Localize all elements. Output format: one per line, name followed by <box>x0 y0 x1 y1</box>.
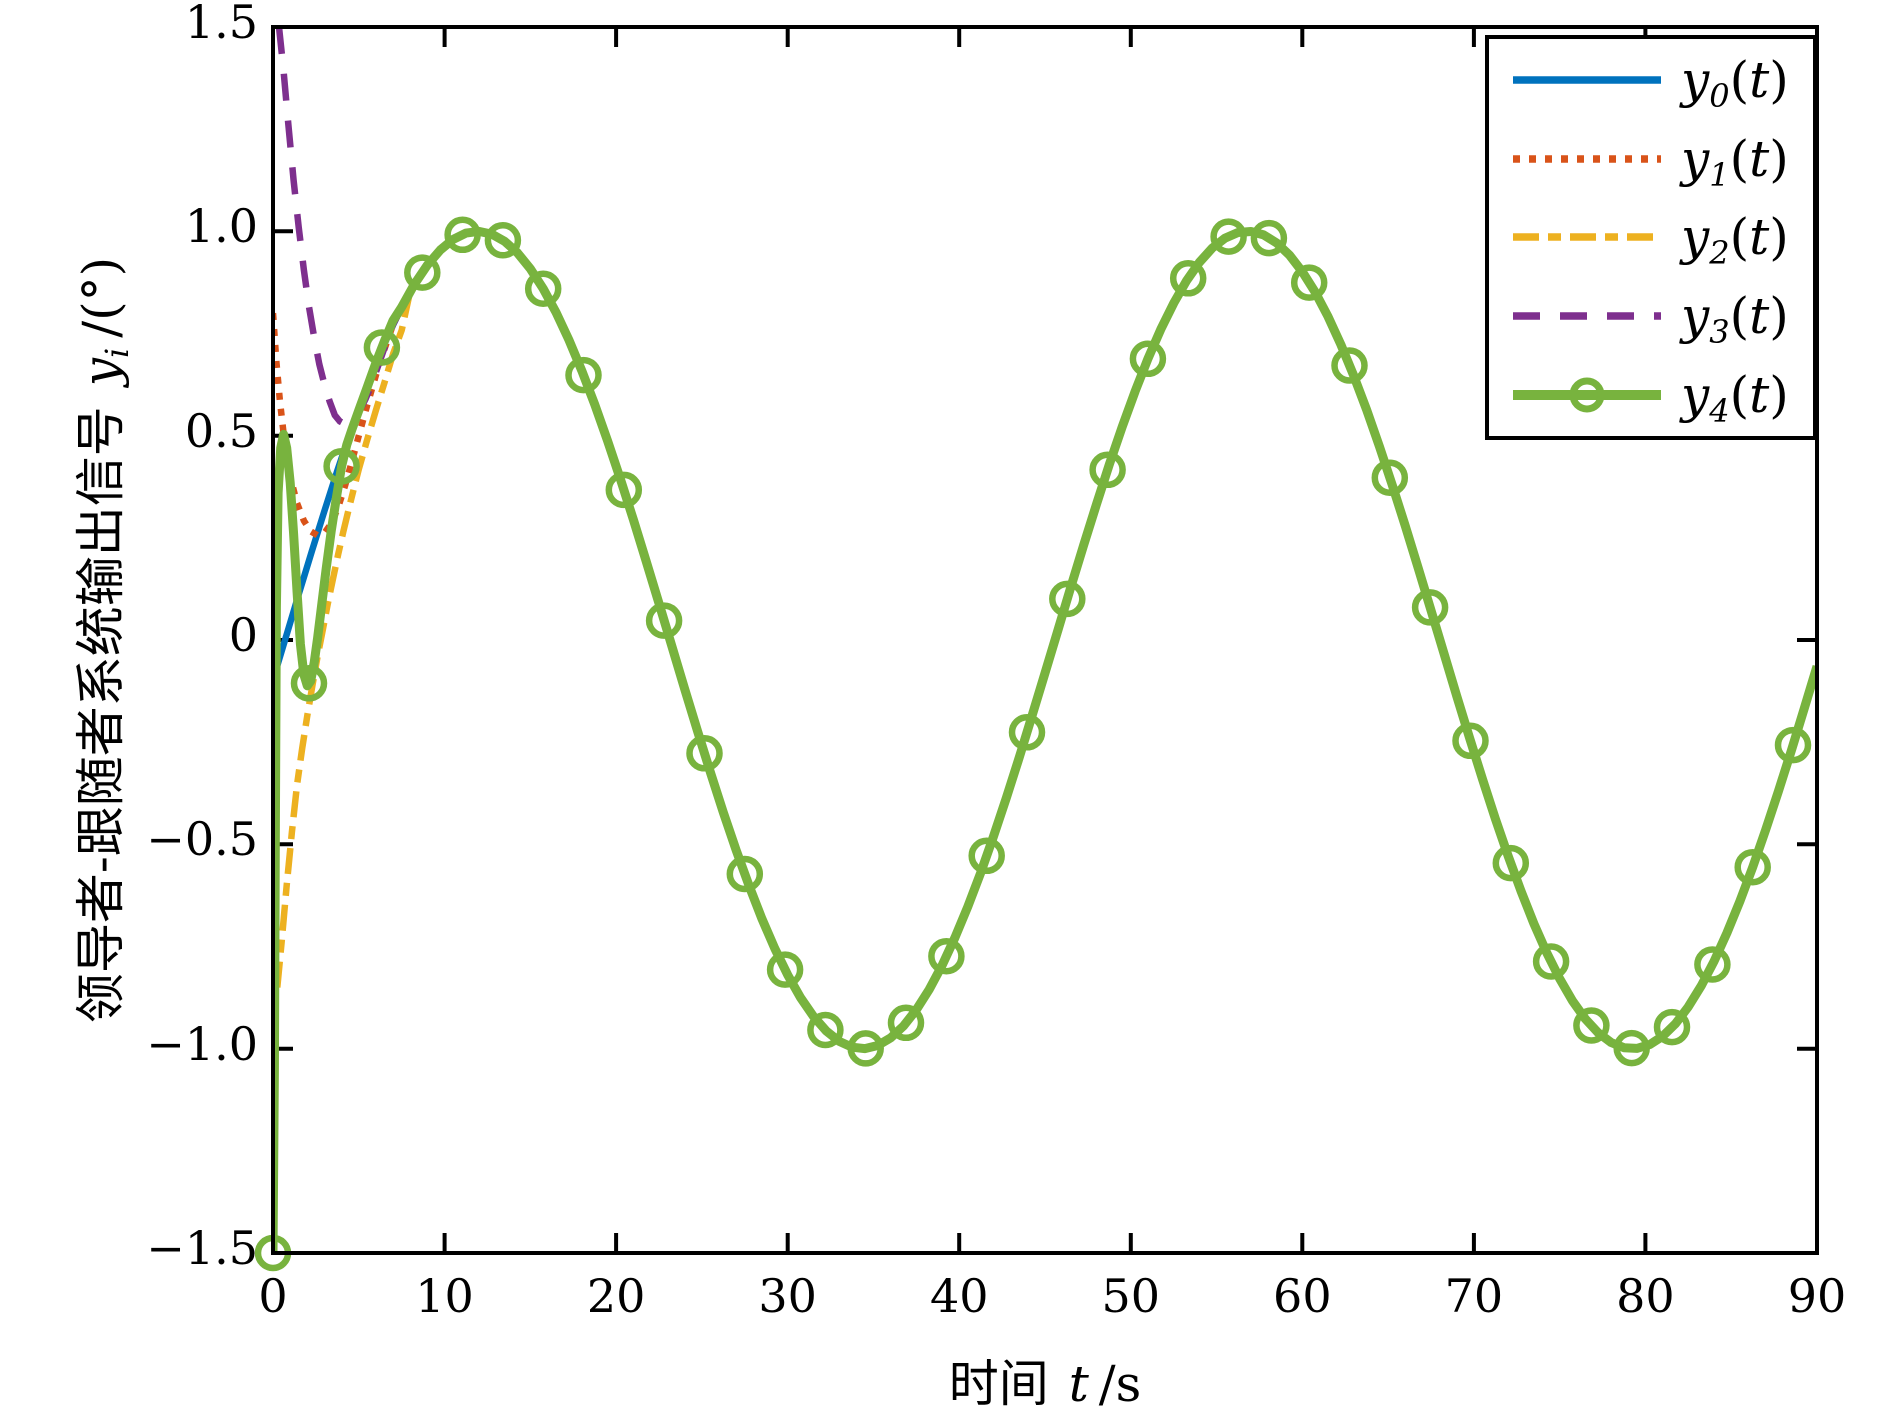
y-tick-label: 0 <box>228 608 258 662</box>
data-marker <box>847 1030 884 1067</box>
x-tick-label: 90 <box>1787 1269 1847 1323</box>
series-line-y4 <box>271 226 1819 1254</box>
data-marker <box>1049 580 1086 618</box>
data-marker <box>1492 844 1530 882</box>
legend-sample-solid-marker <box>1513 377 1661 413</box>
y-tick-label: −1.0 <box>146 1016 258 1071</box>
data-marker <box>1532 943 1570 980</box>
x-tick-label: 60 <box>1273 1269 1332 1323</box>
data-marker <box>766 951 804 988</box>
legend-box: y0(t) y1(t) y2(t) y3(t) y4(t) <box>1485 35 1817 440</box>
data-marker <box>1734 848 1771 886</box>
x-tick-label: 70 <box>1444 1269 1504 1323</box>
legend-label-y0: y0(t) <box>1681 50 1789 115</box>
x-tick-label: 40 <box>929 1269 989 1323</box>
y-tick-label: 0.5 <box>184 403 258 458</box>
x-tick-label: 0 <box>258 1269 288 1323</box>
series-curves <box>271 26 1819 1254</box>
data-marker <box>1371 459 1409 496</box>
data-marker <box>1008 714 1046 751</box>
y-tick-label: −1.5 <box>146 1221 258 1275</box>
data-marker <box>887 1004 925 1042</box>
legend-row-y2: y2(t) <box>1489 199 1813 275</box>
data-marker <box>968 837 1005 875</box>
x-axis-label-cjk: 时间 <box>948 1355 1049 1413</box>
data-marker <box>1411 589 1449 626</box>
data-marker <box>928 937 965 975</box>
data-marker <box>726 855 764 893</box>
y-axis-label-var-sub: i <box>98 347 136 358</box>
x-axis-label-unit: /s <box>1098 1355 1142 1413</box>
data-marker <box>605 471 643 509</box>
x-axis-label: 时间 t /s <box>795 1344 1295 1416</box>
x-tick-label: 80 <box>1616 1269 1675 1323</box>
data-marker <box>1613 1029 1650 1067</box>
data-marker <box>645 602 683 639</box>
data-marker <box>1653 1008 1691 1046</box>
data-marker <box>1210 218 1247 255</box>
data-marker <box>363 329 401 366</box>
legend-sample-dotted <box>1513 154 1661 163</box>
x-tick-label: 30 <box>758 1269 817 1323</box>
data-marker <box>1129 340 1167 378</box>
y-tick-label: 1.0 <box>184 199 258 254</box>
legend-marker-circle <box>1569 377 1605 413</box>
data-marker <box>1169 260 1207 297</box>
data-marker <box>565 356 602 394</box>
data-marker <box>404 254 441 291</box>
legend-label-y2: y2(t) <box>1681 208 1789 273</box>
plot-frame <box>271 25 1819 1255</box>
legend-row-y1: y1(t) <box>1489 121 1813 197</box>
y-tick-label: −0.5 <box>146 812 258 867</box>
x-tick-label: 50 <box>1101 1269 1161 1323</box>
legend-row-y4: y4(t) <box>1489 357 1813 433</box>
legend-label-y1: y1(t) <box>1681 129 1789 194</box>
data-marker <box>1452 722 1489 760</box>
data-marker <box>1290 264 1328 301</box>
data-marker <box>484 222 522 259</box>
legend-row-y3: y3(t) <box>1489 278 1813 354</box>
y-axis-label-unit: /(°) <box>72 256 130 338</box>
legend-label-y4: y4(t) <box>1681 366 1789 431</box>
data-marker <box>686 735 723 772</box>
data-marker <box>1774 726 1812 764</box>
series-markers-y4 <box>254 216 1812 1272</box>
legend-sample-solid <box>1513 76 1661 84</box>
legend-sample-dash-dot <box>1513 233 1661 242</box>
data-marker <box>1250 219 1288 257</box>
y-axis-label-var: y <box>72 357 130 387</box>
data-marker <box>1331 347 1368 384</box>
data-marker <box>444 216 481 254</box>
data-marker <box>524 270 562 307</box>
data-marker <box>1089 451 1126 489</box>
y-tick-label: 1.5 <box>184 0 258 49</box>
legend-label-y3: y3(t) <box>1681 287 1789 352</box>
legend-sample-dashed <box>1513 312 1661 321</box>
data-marker <box>290 665 328 702</box>
data-marker <box>807 1011 844 1049</box>
x-axis-label-var: t <box>1068 1355 1089 1413</box>
x-tick-label: 20 <box>586 1269 646 1323</box>
data-marker <box>1573 1007 1610 1044</box>
data-marker <box>323 448 360 485</box>
data-marker <box>1694 946 1731 983</box>
x-tick-label: 10 <box>415 1269 474 1323</box>
y-axis-label-cjk: 领导者-跟随者系统输出信号 <box>72 406 130 1024</box>
legend-row-y0: y0(t) <box>1489 42 1813 118</box>
